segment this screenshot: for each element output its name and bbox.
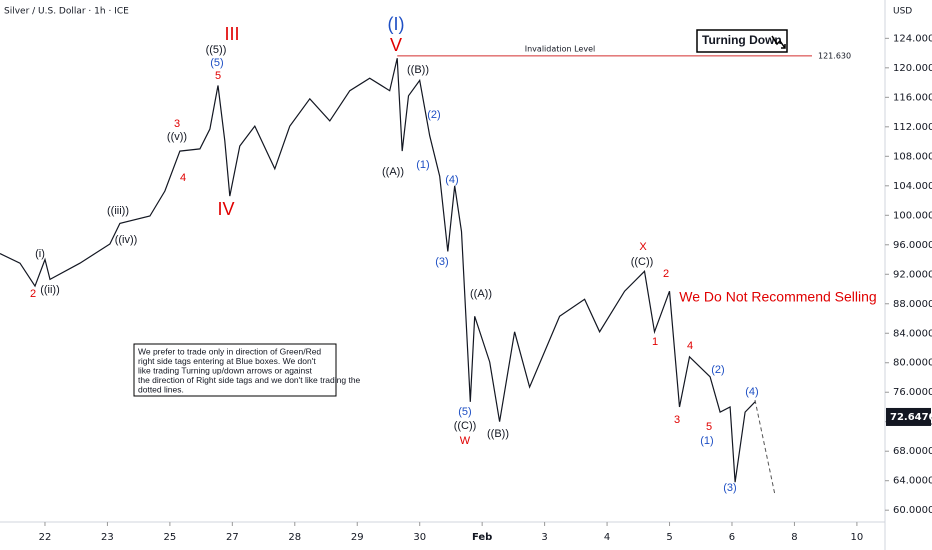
wave-label: (5) [210,57,223,69]
y-tick-label: 92.0000 [893,269,932,280]
x-tick-label: 27 [226,532,239,543]
y-tick-label: 88.0000 [893,299,932,310]
wave-label: 2 [30,288,36,300]
invalidation-label: 121.630 [818,51,851,60]
signal: Turning Down [702,33,782,47]
y-tick-label: 112.0000 [893,122,932,133]
x-tick-label: 23 [101,532,114,543]
wave-label: IV [217,199,234,219]
wave-label: ((5)) [206,44,227,56]
wave-label: (5) [458,406,471,418]
y-tick-label: 80.0000 [893,358,932,369]
wave-label: (1) [416,159,429,171]
y-tick-label: 76.0000 [893,387,932,398]
wave-label: (4) [745,386,758,398]
wave-label: ((A)) [382,166,404,178]
note-line: right side tags entering at Blue boxes. … [138,356,316,366]
y-tick-label: 116.0000 [893,92,932,103]
y-tick-label: 100.0000 [893,210,932,221]
wave-label: 3 [674,414,680,426]
price-tag-label: 72.6470 [890,412,932,423]
wave-label: III [224,24,239,44]
wave-labels: III ((5)) (5) 5 3 ((v)) 4 IV ((iii)) ((i… [30,14,759,494]
y-tick-label: 120.0000 [893,63,932,74]
note-line: We prefer to trade only in direction of … [138,346,321,356]
price-tag [886,407,931,426]
wave-label: (3) [435,256,448,268]
note-line: the direction of Right side tags and we … [138,375,361,385]
wave-label: (i) [35,248,45,260]
wave-label: ((A)) [470,288,492,300]
projection [754,399,776,496]
chart-title: Silver / U.S. Dollar · 1h · ICE [4,7,129,17]
y-tick-label: 64.0000 [893,476,932,487]
currency: USD [893,7,912,17]
wave-label: ((iii)) [107,205,129,217]
wave-label: (I) [388,14,405,34]
y-tick-label: 68.0000 [893,446,932,457]
note-box [133,343,337,397]
wave-label: 3 [174,118,180,130]
wave-label: (4) [445,174,458,186]
x-tick-label: 22 [39,532,52,543]
wave-label: X [639,241,647,253]
x-tick-label: 4 [604,532,610,543]
wave-label: 5 [706,421,712,433]
wave-label: (3) [723,482,736,494]
x-tick-label: 29 [351,532,364,543]
wave-label: ((C)) [631,256,654,268]
wave-label: 5 [215,70,221,82]
wave-label: 4 [687,340,693,352]
wave-label: 2 [663,268,669,280]
x-tick-label: 3 [541,532,547,543]
y-tick-label: 124.0000 [893,33,932,44]
note-line: dotted lines. [138,384,184,394]
wave-label: ((B)) [487,428,509,440]
note-line: like trading Turning up/down arrows or a… [138,365,313,375]
signal-box [696,29,788,53]
wave-label: ((iv)) [115,234,138,246]
wave-label: ((C)) [454,420,477,432]
x-tick-label: Feb [472,532,492,543]
note: We prefer to trade only in direction of … [138,346,361,394]
wave-label: ((ii)) [40,284,60,296]
x-tick-label: 8 [791,532,797,543]
wave-label: V [390,35,402,55]
x-tick-label: 25 [164,532,177,543]
wave-label: 1 [652,336,658,348]
y-tick-label: 60.0000 [893,505,932,516]
x-tick-label: 10 [851,532,864,543]
wave-label: ((v)) [167,131,187,143]
x-tick-label: 6 [729,532,735,543]
wave-label: ((B)) [407,64,429,76]
wave-label: 4 [180,172,186,184]
wave-label: (1) [700,435,713,447]
x-tick-label: 28 [288,532,301,543]
x-tick-label: 30 [413,532,426,543]
price-line [0,58,756,483]
y-tick-label: 108.0000 [893,151,932,162]
y-tick-label: 96.0000 [893,240,932,251]
wave-label: W [460,435,471,447]
signal-arrow [771,35,786,49]
y-tick-label: 84.0000 [893,328,932,339]
y-tick-label: 104.0000 [893,181,932,192]
x-tick-label: 5 [666,532,672,543]
warning: We Do Not Recommend Selling [679,289,876,305]
wave-label: (2) [427,109,440,121]
invalidation-text: Invalidation Level [525,44,595,53]
wave-label: (2) [711,364,724,376]
